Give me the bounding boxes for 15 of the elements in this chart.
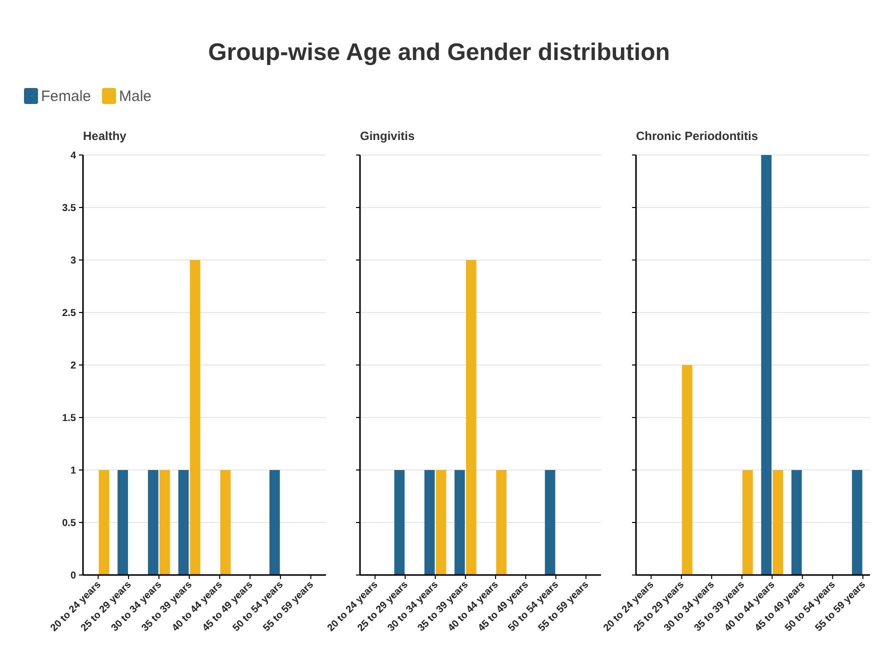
- y-tick-label: 1.5: [62, 413, 76, 424]
- legend-label: Male: [119, 88, 152, 105]
- y-tick-label: 0: [70, 570, 76, 582]
- text: Group-wise Age and Gender distribution: [208, 39, 670, 66]
- chart-subtitle: Gingivitis: [360, 129, 415, 143]
- y-tick-label: 0.5: [62, 518, 76, 529]
- y-tick-label: 1: [70, 466, 76, 476]
- chart-subtitle: Chronic Periodontitis: [636, 129, 758, 143]
- chart-subtitle: Healthy: [83, 129, 127, 143]
- legend-label: Female: [41, 88, 92, 105]
- y-tick-label: 2.5: [62, 308, 76, 319]
- y-tick-label: 3.5: [62, 203, 76, 214]
- y-tick-label: 3: [70, 256, 76, 266]
- y-tick-label: 4: [70, 150, 76, 162]
- y-tick-label: 2: [70, 360, 76, 372]
